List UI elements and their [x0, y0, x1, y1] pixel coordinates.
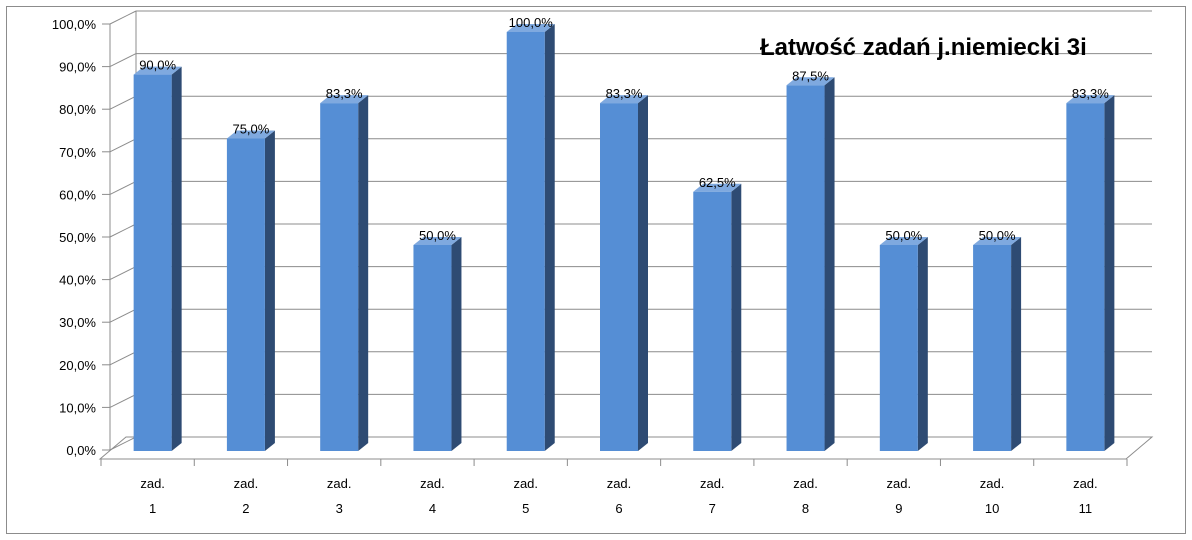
x-tick-label: zad. [607, 476, 632, 491]
bar-side [638, 95, 648, 451]
bar [693, 191, 732, 451]
y-tick-label: 20,0% [59, 358, 96, 373]
x-tick-label: 6 [615, 501, 622, 516]
x-tick-label: 5 [522, 501, 529, 516]
x-tick-label: 9 [895, 501, 902, 516]
y-tick-label: 80,0% [59, 102, 96, 117]
x-tick-label: zad. [793, 476, 818, 491]
x-tick-label: zad. [513, 476, 538, 491]
gridline-slant [109, 53, 137, 68]
x-tick-label: zad. [420, 476, 445, 491]
gridline-slant [109, 308, 137, 323]
x-tick-label: zad. [234, 476, 259, 491]
gridline-slant [109, 351, 137, 366]
x-tick-label: zad. [140, 476, 165, 491]
x-tick-label: 8 [802, 501, 809, 516]
data-label: 83,3% [606, 86, 643, 101]
bar-side [1104, 95, 1115, 451]
bar [1066, 103, 1105, 451]
y-tick-label: 30,0% [59, 315, 96, 330]
y-tick-label: 50,0% [59, 230, 96, 245]
bar-side [544, 24, 555, 451]
bar-top [413, 237, 462, 245]
gridline-slant [109, 95, 137, 110]
x-tick-label: 3 [336, 501, 343, 516]
x-tick-label: zad. [1073, 476, 1098, 491]
gridline-slant [109, 223, 137, 238]
x-tick-label: 7 [709, 501, 716, 516]
bar [226, 138, 265, 451]
data-label: 87,5% [792, 68, 829, 83]
bar [879, 245, 918, 451]
bar-top [600, 95, 648, 104]
bar-top [320, 95, 369, 104]
bar [786, 85, 825, 451]
y-tick-label: 0,0% [66, 443, 96, 458]
data-label: 50,0% [419, 228, 456, 243]
bar-top [693, 183, 742, 192]
bar-side [451, 237, 462, 451]
data-label: 100,0% [509, 15, 554, 30]
data-label: 62,5% [699, 175, 736, 190]
gridline-slant [109, 180, 137, 195]
bar-top [133, 66, 182, 75]
gridline-slant [109, 436, 137, 451]
y-tick-label: 40,0% [59, 273, 96, 288]
data-label: 83,3% [326, 86, 363, 101]
bar-side [824, 77, 835, 451]
bar [506, 32, 545, 451]
bar-top [226, 130, 275, 139]
bar-side [264, 130, 275, 451]
x-tick-label: zad. [327, 476, 352, 491]
bar [413, 245, 452, 451]
bar-side [358, 95, 369, 451]
bar-top [786, 77, 835, 86]
data-label: 83,3% [1072, 86, 1109, 101]
y-tick-label: 70,0% [59, 145, 96, 160]
y-tick-label: 100,0% [52, 17, 97, 32]
x-tick-label: zad. [980, 476, 1005, 491]
x-tick-label: 2 [242, 501, 249, 516]
y-tick-label: 10,0% [59, 400, 96, 415]
data-label: 50,0% [885, 228, 922, 243]
bar [600, 103, 638, 451]
bar-side [1011, 237, 1022, 451]
gridline-slant [109, 393, 137, 408]
bar [973, 245, 1012, 451]
data-label: 90,0% [139, 58, 176, 73]
y-tick-label: 60,0% [59, 187, 96, 202]
chart-title: Łatwość zadań j.niemiecki 3i [760, 34, 1087, 61]
bar-side [171, 66, 182, 451]
x-tick-label: 10 [985, 501, 999, 516]
x-tick-label: 1 [149, 501, 156, 516]
bar-side [731, 183, 742, 451]
bar-top [973, 237, 1022, 245]
x-tick-label: 11 [1079, 501, 1093, 516]
gridline-slant [109, 10, 137, 25]
bar-top [506, 24, 555, 32]
bar [320, 103, 359, 451]
bar-top [879, 237, 928, 245]
data-label: 50,0% [979, 228, 1016, 243]
x-tick-label: zad. [700, 476, 725, 491]
x-tick-label: zad. [887, 476, 912, 491]
gridline-slant [109, 138, 137, 153]
x-tick-label: 4 [429, 501, 436, 516]
data-label: 75,0% [232, 122, 269, 137]
bar-top [1066, 95, 1115, 104]
bar [133, 74, 172, 451]
gridline-slant [109, 266, 137, 281]
y-tick-label: 90,0% [59, 60, 96, 75]
bar-side [917, 237, 928, 451]
